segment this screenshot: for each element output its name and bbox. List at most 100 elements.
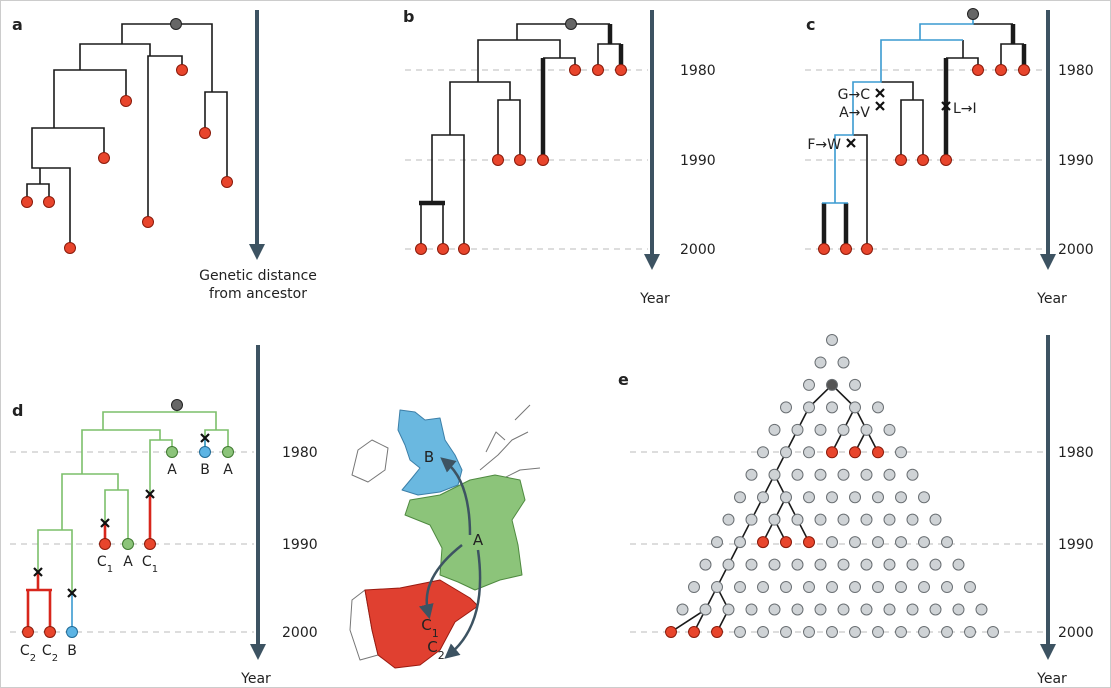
year-lines [10, 69, 1044, 633]
mutation-label: F→W [807, 137, 841, 153]
individual [791, 603, 804, 616]
individual [745, 468, 758, 481]
individual [826, 491, 838, 504]
individual [883, 558, 896, 571]
individual [803, 491, 815, 504]
individual [872, 581, 884, 594]
population-grid [665, 334, 999, 638]
individual [745, 513, 758, 526]
sampled-individual [872, 446, 884, 459]
individual [895, 581, 907, 594]
individual [975, 603, 988, 616]
individual [906, 603, 919, 616]
year-label: 1980 [1058, 63, 1094, 79]
individual [768, 513, 781, 526]
individual [768, 468, 781, 481]
tree-c [818, 8, 1030, 255]
individual [837, 603, 850, 616]
individual [860, 603, 873, 616]
individual [722, 603, 735, 616]
individual [688, 581, 700, 594]
individual [883, 423, 896, 436]
map [349, 404, 541, 669]
individual [849, 625, 861, 638]
year-label: 1990 [1058, 537, 1094, 553]
individual [734, 536, 746, 549]
individual [803, 446, 815, 459]
label-text: C [20, 643, 30, 659]
sampled-individual [711, 625, 723, 638]
individual [826, 625, 838, 638]
label-subscript: 2 [52, 653, 58, 664]
individual [849, 378, 861, 391]
individual [929, 558, 942, 571]
axis-label: from ancestor [209, 286, 307, 302]
tip-label: C1 [97, 554, 113, 575]
tip-label: B [200, 462, 210, 478]
individual [895, 491, 907, 504]
individual [768, 603, 781, 616]
individual [941, 625, 953, 638]
individual [849, 536, 861, 549]
individual [849, 581, 861, 594]
label-text: A [167, 462, 177, 478]
axis-label: Genetic distance [199, 268, 317, 284]
individual [699, 603, 712, 616]
individual [918, 491, 930, 504]
individual [734, 491, 746, 504]
individual [906, 558, 919, 571]
individual [918, 581, 930, 594]
individual [883, 513, 896, 526]
individual [734, 581, 746, 594]
axis-label: Year [1036, 671, 1067, 687]
axis-label: Year [639, 291, 670, 307]
label-text: B [200, 462, 210, 478]
individual [745, 603, 758, 616]
label-text: A [223, 462, 233, 478]
individual [860, 558, 873, 571]
individual [837, 423, 850, 436]
label-subscript: 2 [30, 653, 36, 664]
individual [780, 401, 792, 414]
individual [757, 491, 769, 504]
time-arrows [249, 10, 1056, 660]
individual [791, 423, 804, 436]
label-text: C [427, 638, 437, 656]
label-subscript: 1 [152, 564, 158, 575]
individual [849, 491, 861, 504]
tip-label: B [424, 448, 434, 466]
individual [837, 356, 850, 369]
individual [895, 446, 907, 459]
individual [676, 603, 689, 616]
sampled-individual [849, 446, 861, 459]
tip-label: C1 [421, 616, 438, 640]
label-text: A [123, 554, 133, 570]
panel-label: a [12, 15, 23, 34]
label-text: B [67, 643, 77, 659]
individual [906, 513, 919, 526]
individual [791, 513, 804, 526]
tip-label: C2 [42, 643, 58, 664]
tree-b [415, 18, 627, 255]
individual [906, 468, 919, 481]
year-label: 2000 [1058, 625, 1094, 641]
individual [814, 603, 827, 616]
panel-label: b [403, 7, 414, 26]
individual [929, 513, 942, 526]
individual [826, 581, 838, 594]
individual [895, 625, 907, 638]
individual [814, 468, 827, 481]
individual [895, 536, 907, 549]
individual [883, 468, 896, 481]
individual [849, 401, 861, 414]
panel-label: c [806, 15, 815, 34]
sampled-individual [780, 536, 792, 549]
label-subscript: 2 [438, 649, 445, 662]
tree-d [22, 399, 234, 638]
individual [814, 558, 827, 571]
individual [987, 625, 999, 638]
individual [803, 581, 815, 594]
individual [941, 581, 953, 594]
mutation-label: L→I [953, 101, 977, 117]
